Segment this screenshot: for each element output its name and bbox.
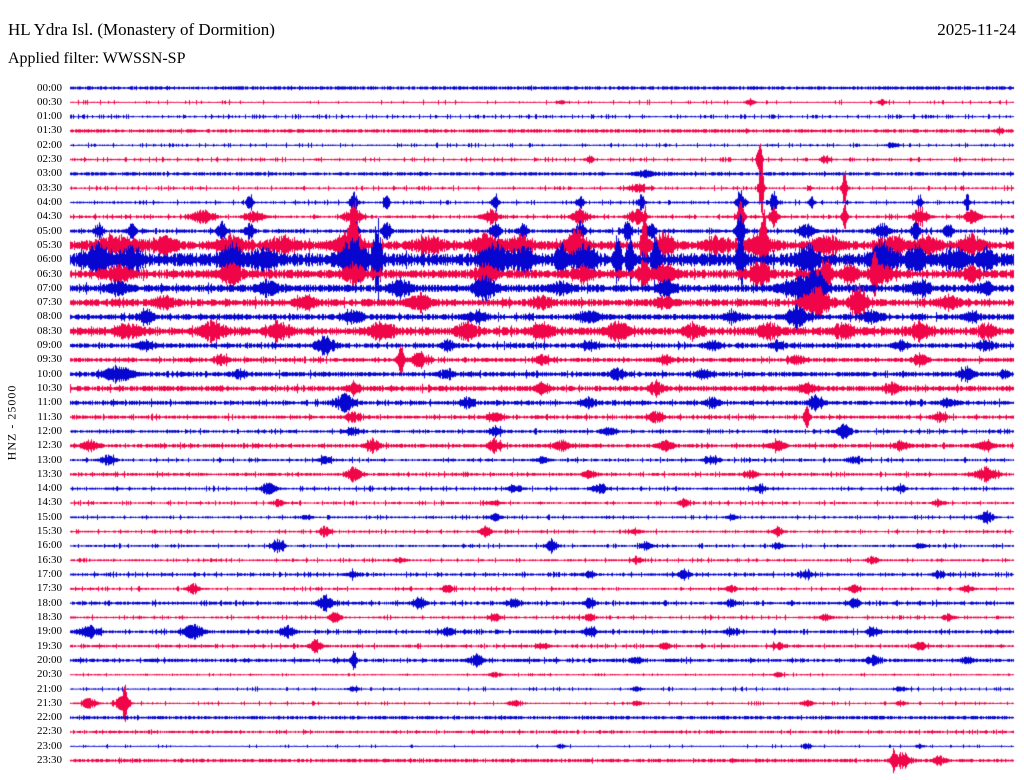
time-label-1430: 14:30 [36,496,62,509]
time-label-2030: 20:30 [36,668,62,681]
time-label-0900: 09:00 [36,339,62,352]
time-label-2130: 21:30 [36,696,62,709]
date-label: 2025-11-24 [937,20,1016,39]
time-label-2230: 22:30 [36,725,62,738]
time-label-1630: 16:30 [36,553,62,566]
time-label-1530: 15:30 [36,525,62,538]
time-label-1300: 13:00 [36,453,62,466]
time-label-0130: 01:30 [36,124,62,137]
time-label-0300: 03:00 [36,167,62,180]
time-label-1500: 15:00 [36,510,62,523]
filter-label: Applied filter: WWSSN-SP [8,50,186,67]
time-label-1130: 11:30 [37,410,62,423]
time-label-1000: 10:00 [36,367,62,380]
time-label-0830: 08:30 [36,324,62,337]
time-label-0000: 00:00 [36,81,62,94]
time-label-2200: 22:00 [36,711,62,724]
station-title: HL Ydra Isl. (Monastery of Dormition) [8,20,275,39]
time-label-1030: 10:30 [36,382,62,394]
time-label-1700: 17:00 [36,568,62,581]
time-label-0500: 05:00 [36,224,62,237]
time-label-0930: 09:30 [36,353,62,366]
time-label-1330: 13:30 [36,467,62,480]
time-label-0030: 00:30 [36,95,62,108]
time-label-0230: 02:30 [36,153,62,166]
time-label-0530: 05:30 [36,238,62,251]
time-label-0100: 01:00 [36,110,62,123]
time-label-1800: 18:00 [36,596,62,609]
time-label-0800: 08:00 [36,310,62,323]
time-label-0330: 03:30 [36,181,62,194]
time-label-1930: 19:30 [36,639,62,652]
time-label-1900: 19:00 [36,625,62,638]
time-label-0630: 06:30 [36,267,62,280]
time-label-1830: 18:30 [36,610,62,623]
time-label-1230: 12:30 [36,439,62,452]
time-label-1400: 14:00 [36,482,62,495]
time-label-0400: 04:00 [36,195,62,208]
time-label-2100: 21:00 [36,682,62,695]
time-label-0700: 07:00 [36,281,62,294]
time-label-0730: 07:30 [36,296,62,309]
time-label-2330: 23:30 [36,754,62,767]
time-label-1600: 16:00 [36,539,62,552]
time-label-1730: 17:30 [36,582,62,595]
time-label-1100: 11:00 [37,396,62,409]
time-label-2000: 20:00 [36,653,62,666]
time-label-0600: 06:00 [36,253,62,266]
time-label-1200: 12:00 [36,424,62,437]
time-label-0200: 02:00 [36,138,62,151]
time-label-2300: 23:00 [36,739,62,752]
time-label-0430: 04:30 [36,210,62,223]
